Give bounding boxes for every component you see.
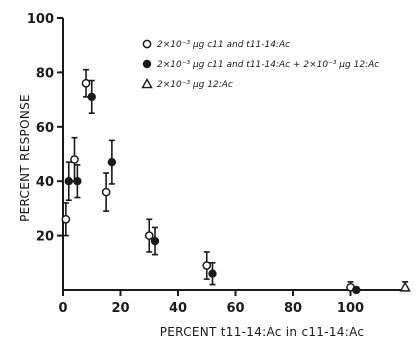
x-tick-label: 0 — [58, 301, 67, 316]
legend-marker — [142, 59, 152, 69]
data-point — [150, 236, 160, 246]
series-3 — [399, 281, 411, 292]
axes — [62, 18, 408, 291]
legend-entry: 2×10⁻³ µg 12:Ac — [157, 80, 233, 90]
data-point — [70, 155, 79, 164]
x-tick-label: 100 — [337, 301, 364, 316]
y-axis-label: PERCENT RESPONSE — [18, 94, 32, 222]
legend-entry: 2×10⁻³ µg c11 and t11-14:Ac — [157, 40, 290, 50]
legend-marker — [142, 39, 152, 49]
y-tick-label: 80 — [36, 66, 54, 81]
data-point — [399, 281, 411, 292]
x-tick-label: 60 — [226, 301, 244, 316]
data-point — [87, 92, 96, 102]
legend-entry: 2×10⁻³ µg c11 and t11-14:Ac + 2×10⁻³ µg … — [157, 60, 379, 70]
data-point — [144, 231, 154, 240]
ticks: 0 20 40 60 80 100 20 40 60 80 100 — [27, 12, 364, 316]
data-point — [73, 176, 82, 186]
x-axis-label: PERCENT t11-14:Ac in c11-14:Ac — [160, 325, 365, 339]
legend-marker — [141, 78, 153, 89]
data-point — [352, 285, 361, 295]
series-1 — [61, 68, 355, 292]
data-point — [107, 157, 117, 167]
data-point — [202, 261, 212, 270]
y-tick-label: 60 — [36, 121, 54, 136]
legend: 2×10⁻³ µg c11 and t11-14:Ac 2×10⁻³ µg c11… — [141, 39, 379, 90]
x-tick-label: 40 — [169, 301, 187, 316]
data-point — [101, 187, 111, 197]
series-2 — [64, 79, 361, 295]
data-point — [81, 78, 91, 88]
x-tick-label: 20 — [111, 301, 129, 316]
y-tick-label: 20 — [36, 230, 54, 245]
data-point — [208, 269, 217, 278]
x-tick-label: 80 — [284, 301, 302, 316]
data-point — [61, 214, 71, 224]
y-tick-label: 40 — [36, 175, 54, 190]
data-point — [64, 176, 73, 186]
y-tick-label: 100 — [27, 12, 54, 27]
data-points — [61, 68, 411, 295]
